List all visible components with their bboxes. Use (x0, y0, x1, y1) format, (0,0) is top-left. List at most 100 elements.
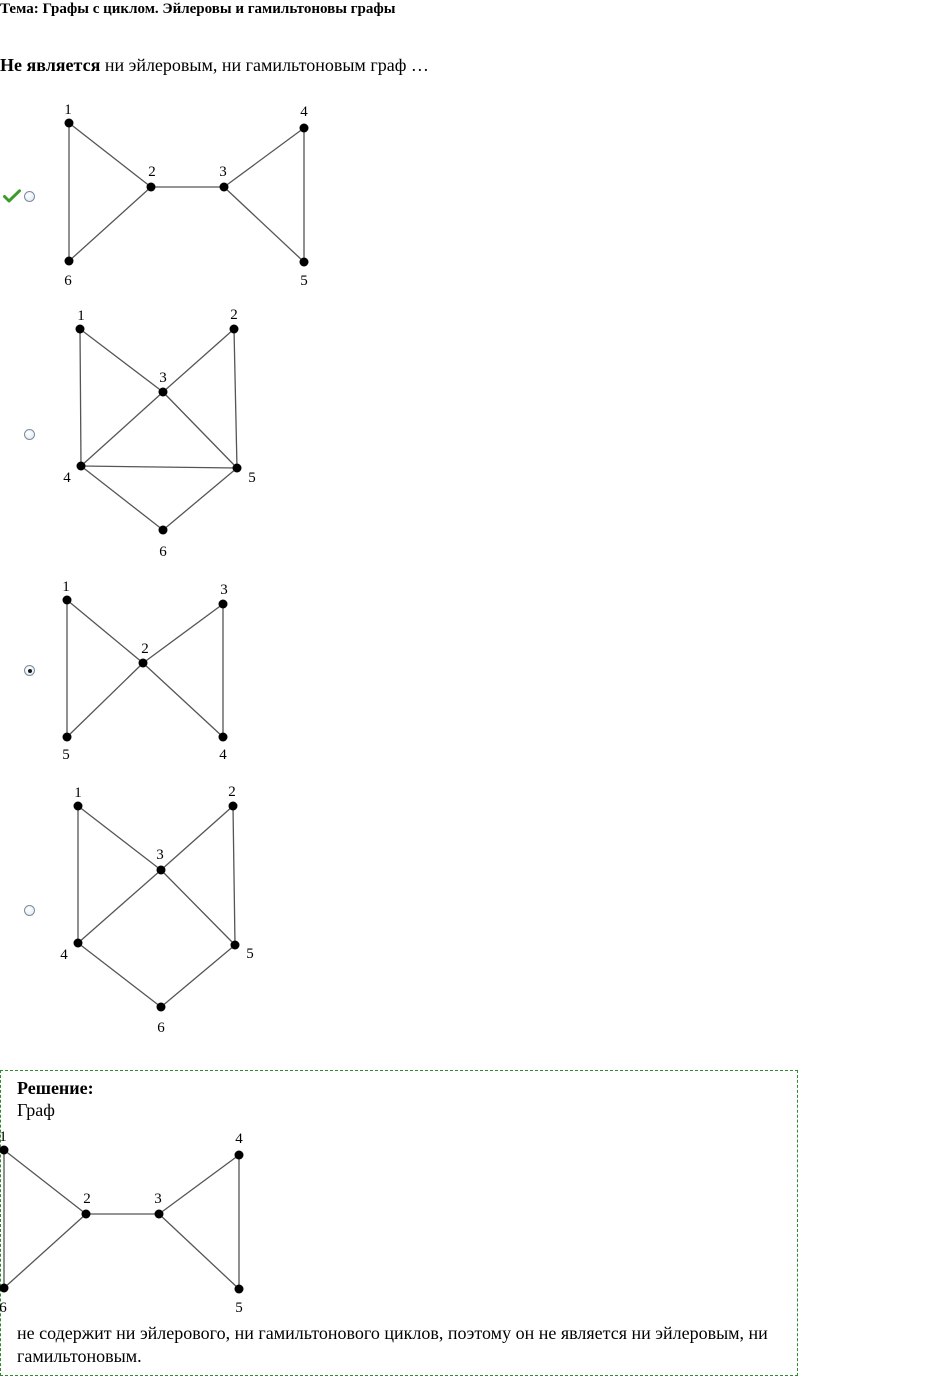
option-a-graph-vertex-label-2: 2 (148, 164, 156, 180)
option-d-graph-vertex-2 (229, 802, 238, 811)
option-c-graph-vertex-label-3: 3 (220, 582, 228, 598)
option-b-graph-edge-5-6 (163, 468, 237, 530)
solution-graph-vertex-label-6: 6 (0, 1300, 7, 1316)
option-b-radio[interactable] (24, 429, 35, 440)
option-d-graph-vertex-label-3: 3 (156, 847, 164, 863)
solution-graph: 1 2 3 4 5 6 (0, 1123, 265, 1323)
option-d-graph-vertex-label-4: 4 (60, 947, 68, 963)
option-d-graph-edge-2-5 (233, 806, 235, 945)
correct-check-icon (3, 189, 21, 203)
option-d-graph-vertex-5 (231, 941, 240, 950)
option-a-radio[interactable] (24, 191, 35, 202)
solution-graph-edge-2-6 (4, 1214, 86, 1288)
option-a-graph-vertex-label-6: 6 (64, 273, 72, 289)
option-a-graph-edge-3-4 (224, 128, 304, 187)
option-c-graph: 1 2 3 4 5 (50, 574, 250, 764)
solution-graph-edge-3-4 (159, 1155, 239, 1214)
option-b-graph-edge-4-5 (81, 466, 237, 468)
option-b-graph-vertex-label-5: 5 (248, 470, 256, 486)
topic-title: Тема: Графы с циклом. Эйлеровы и гамильт… (0, 0, 395, 18)
option-a-graph-vertex-4 (300, 124, 309, 133)
option-d-graph-edge-1-3 (78, 806, 161, 870)
option-d-graph-edge-2-3 (161, 806, 233, 870)
option-b-graph-vertex-label-3: 3 (159, 370, 167, 386)
option-b-graph-edge-3-5 (163, 392, 237, 468)
option-b-graph-vertex-label-4: 4 (63, 470, 71, 486)
option-c-graph-vertex-label-5: 5 (62, 747, 70, 763)
option-b-graph-edge-1-3 (80, 329, 163, 392)
option-a-graph-vertex-2 (147, 183, 156, 192)
option-d-graph-vertex-label-1: 1 (74, 785, 82, 801)
option-b-graph-vertex-2 (230, 325, 239, 334)
option-d-graph-vertex-label-6: 6 (157, 1020, 165, 1036)
question-bold: Не является (0, 55, 100, 75)
question-rest: ни эйлеровым, ни гамильтоновым граф … (100, 55, 429, 75)
option-b-graph-vertex-6 (159, 526, 168, 535)
solution-graph-vertex-5 (235, 1285, 244, 1294)
option-d-graph-edge-4-6 (78, 943, 161, 1007)
question-text: Не является ни эйлеровым, ни гамильтонов… (0, 54, 429, 76)
solution-graph-vertex-label-3: 3 (154, 1191, 162, 1207)
option-b-graph-edge-3-4 (81, 392, 163, 466)
option-d-graph-vertex-label-5: 5 (246, 946, 254, 962)
solution-graph-vertex-label-1: 1 (0, 1129, 7, 1145)
solution-graph-vertex-label-5: 5 (235, 1300, 243, 1316)
solution-graph-vertex-label-4: 4 (235, 1131, 243, 1147)
option-c-radio[interactable] (24, 665, 35, 676)
option-d-graph-vertex-3 (157, 866, 166, 875)
option-b-graph-vertex-label-6: 6 (159, 544, 167, 560)
solution-graph-edge-3-5 (159, 1214, 239, 1289)
option-b-graph-edge-4-6 (81, 466, 163, 530)
option-d-graph: 1 2 3 4 5 6 (50, 777, 280, 1042)
option-d-graph-vertex-4 (74, 939, 83, 948)
solution-box: Решение: Граф 1 2 3 4 5 6 не содержит ни эйле… (0, 1070, 798, 1376)
option-b-graph-vertex-5 (233, 464, 242, 473)
option-d-graph-vertex-1 (74, 802, 83, 811)
option-a-graph-vertex-label-1: 1 (64, 102, 72, 118)
option-c-graph-vertex-label-1: 1 (62, 579, 70, 595)
solution-graph-edge-1-2 (4, 1150, 86, 1214)
option-c-graph-edge-2-3 (143, 604, 223, 663)
option-b-graph-vertex-label-1: 1 (77, 308, 85, 324)
option-b-graph-edge-2-3 (163, 329, 234, 392)
option-b-graph-vertex-3 (159, 388, 168, 397)
option-c-graph-edge-2-5 (67, 663, 143, 737)
solution-graph-vertex-2 (82, 1210, 91, 1219)
option-c-graph-edge-2-4 (143, 663, 223, 737)
option-c-graph-edge-1-2 (67, 600, 143, 663)
option-c-graph-vertex-1 (63, 596, 72, 605)
option-a-graph-vertex-1 (65, 119, 74, 128)
option-b-graph-vertex-1 (76, 325, 85, 334)
option-d-graph-edge-3-4 (78, 870, 161, 943)
option-c-graph-vertex-label-4: 4 (219, 747, 227, 763)
option-b-graph-vertex-4 (77, 462, 86, 471)
option-d-graph-edge-5-6 (161, 945, 235, 1007)
option-a-graph-edge-1-2 (69, 123, 151, 187)
option-a-graph-vertex-label-4: 4 (300, 104, 308, 120)
option-a-graph: 1 2 3 4 5 6 (50, 96, 330, 296)
option-d-radio[interactable] (24, 905, 35, 916)
option-a-graph-edge-3-5 (224, 187, 304, 262)
option-a-graph-edge-2-6 (69, 187, 151, 261)
option-d-graph-vertex-6 (157, 1003, 166, 1012)
solution-graph-vertex-3 (155, 1210, 164, 1219)
option-d-graph-vertex-label-2: 2 (228, 784, 236, 800)
option-b-graph: 1 2 3 4 5 6 (50, 300, 280, 565)
option-b-graph-edge-1-4 (80, 329, 81, 466)
option-c-graph-vertex-label-2: 2 (141, 641, 149, 657)
option-b-graph-edge-2-5 (234, 329, 237, 468)
option-c-graph-vertex-4 (219, 733, 228, 742)
option-a-graph-vertex-3 (220, 183, 229, 192)
option-a-graph-vertex-label-5: 5 (300, 273, 308, 289)
option-a-graph-vertex-6 (65, 257, 74, 266)
option-c-graph-vertex-5 (63, 733, 72, 742)
solution-graph-vertex-label-2: 2 (83, 1191, 91, 1207)
solution-title: Решение: (17, 1077, 94, 1099)
option-a-graph-vertex-5 (300, 258, 309, 267)
option-b-graph-vertex-label-2: 2 (230, 307, 238, 323)
option-a-graph-vertex-label-3: 3 (219, 164, 227, 180)
solution-graph-vertex-4 (235, 1151, 244, 1160)
solution-graph-word: Граф (17, 1099, 55, 1121)
solution-text: не содержит ни эйлерового, ни гамильтоно… (17, 1322, 787, 1368)
option-c-graph-vertex-3 (219, 600, 228, 609)
